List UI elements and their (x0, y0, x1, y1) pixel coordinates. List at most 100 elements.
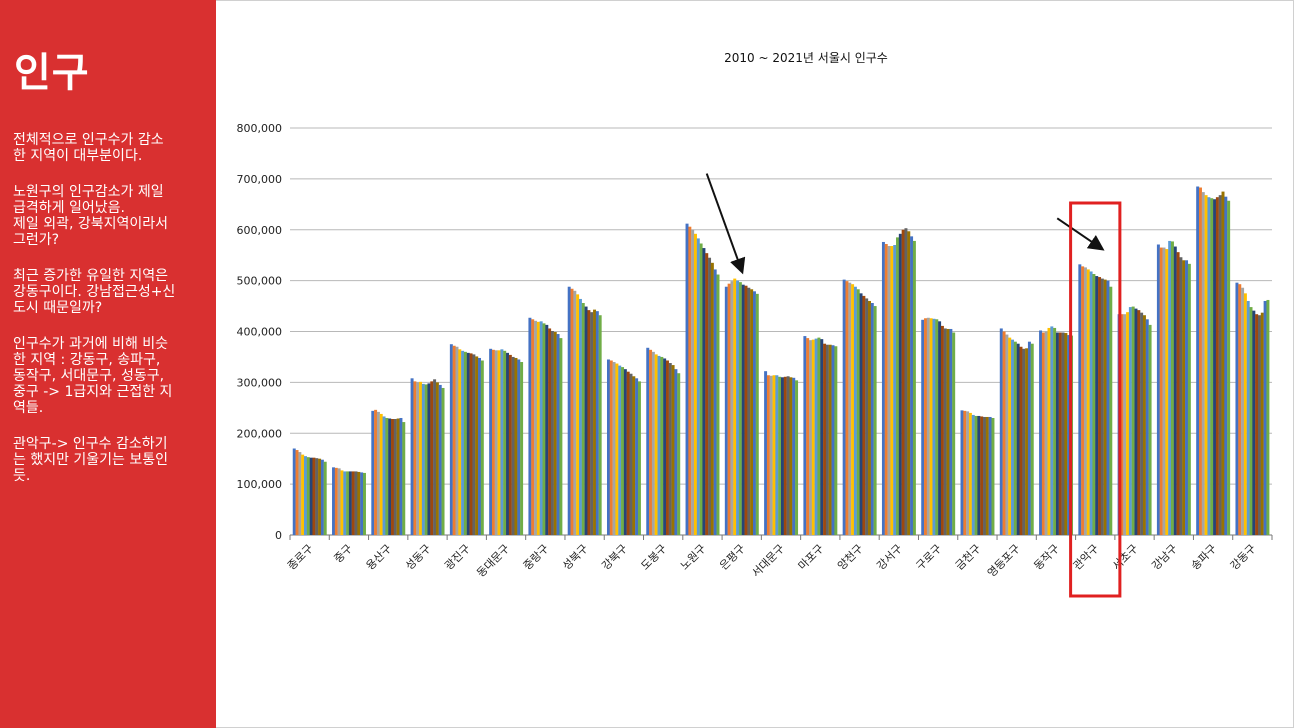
bar (730, 281, 734, 535)
bar (1064, 333, 1068, 535)
bar (517, 359, 521, 535)
bar (609, 360, 613, 535)
note-paragraph-3: 최근 증가한 유일한 지역은 강동구이다. 강남접근성+신 도시 때문일까? (13, 268, 176, 316)
bar (1078, 264, 1082, 535)
bar (396, 418, 400, 535)
bar (862, 295, 866, 535)
bar (1041, 332, 1045, 535)
bar (584, 306, 588, 535)
annotation-arrow (1056, 217, 1105, 251)
bar (612, 362, 616, 535)
bar (713, 269, 717, 535)
bar (1134, 308, 1138, 535)
bar (795, 380, 799, 535)
bar (985, 416, 989, 535)
bar (924, 318, 928, 535)
chart-title: 2010 ~ 2021년 서울시 인구수 (724, 51, 888, 65)
bar (427, 383, 431, 535)
bar (1252, 310, 1256, 535)
x-tick-label: 광진구 (442, 542, 473, 573)
bar (971, 414, 975, 535)
bar (461, 350, 465, 535)
bar (318, 458, 322, 535)
bar (868, 300, 871, 535)
bar (769, 375, 773, 535)
bar (775, 375, 779, 535)
y-tick-label: 600,000 (237, 224, 283, 237)
x-tick-label: 동대문구 (474, 542, 512, 580)
x-tick-label: 용산구 (364, 542, 395, 573)
bar (480, 360, 484, 535)
bar (831, 345, 835, 535)
bar (792, 377, 796, 535)
bar (654, 354, 658, 535)
bar (820, 339, 824, 535)
bar (469, 353, 473, 535)
x-tick-label: 중랑구 (521, 542, 552, 573)
bar (500, 349, 504, 535)
bar (966, 411, 970, 535)
bar (570, 288, 574, 535)
bar (637, 381, 641, 535)
bar (1039, 330, 1043, 535)
bar (1123, 314, 1127, 535)
bar (550, 330, 554, 535)
x-tick-label: 중구 (332, 542, 356, 566)
bar (621, 367, 625, 535)
bar (360, 472, 364, 535)
bar (528, 317, 532, 535)
bar (506, 352, 510, 535)
x-tick-label: 동작구 (1031, 542, 1062, 573)
bar (503, 350, 507, 535)
population-bar-chart: 2010 ~ 2021년 서울시 인구수 0 100,000 200,000 300,… (237, 51, 1273, 598)
bar (301, 454, 305, 535)
bar (1241, 287, 1245, 535)
bar (772, 375, 776, 535)
bar (494, 350, 498, 535)
bar (595, 311, 599, 535)
bar (1140, 312, 1144, 535)
bar (416, 382, 420, 536)
bar (1100, 278, 1104, 535)
bar (351, 471, 355, 535)
y-tick-label: 100,000 (237, 478, 283, 491)
bar (1005, 334, 1009, 535)
x-tick-label: 도봉구 (639, 542, 670, 573)
bar (752, 291, 756, 535)
bar (828, 344, 832, 535)
bar (1156, 244, 1160, 535)
bar (1047, 327, 1051, 535)
bar (578, 298, 582, 535)
bar (1246, 300, 1250, 535)
bar (1030, 343, 1034, 535)
bar (323, 461, 327, 535)
bar (938, 321, 942, 535)
bar (410, 378, 414, 535)
bar (1221, 191, 1225, 535)
bar (1227, 200, 1231, 535)
bar (337, 468, 341, 535)
bar (1165, 249, 1169, 535)
y-tick-label: 0 (275, 529, 282, 542)
bar (803, 336, 807, 535)
bar (343, 471, 347, 535)
bar (629, 373, 633, 535)
x-tick-label: 송파구 (1189, 542, 1220, 573)
bar (376, 411, 380, 535)
bar (371, 410, 375, 535)
bar (1182, 260, 1186, 535)
bar (1207, 197, 1211, 535)
bar (1103, 279, 1107, 535)
bar (1008, 337, 1012, 535)
bar (853, 286, 857, 535)
bar (1210, 198, 1214, 535)
bar (963, 410, 967, 535)
bar (738, 282, 742, 535)
bar (463, 351, 467, 535)
bar (1058, 332, 1062, 535)
bar (693, 233, 697, 535)
bar (671, 365, 675, 535)
bar (786, 376, 790, 535)
bar (901, 229, 905, 535)
bar (1086, 269, 1090, 535)
